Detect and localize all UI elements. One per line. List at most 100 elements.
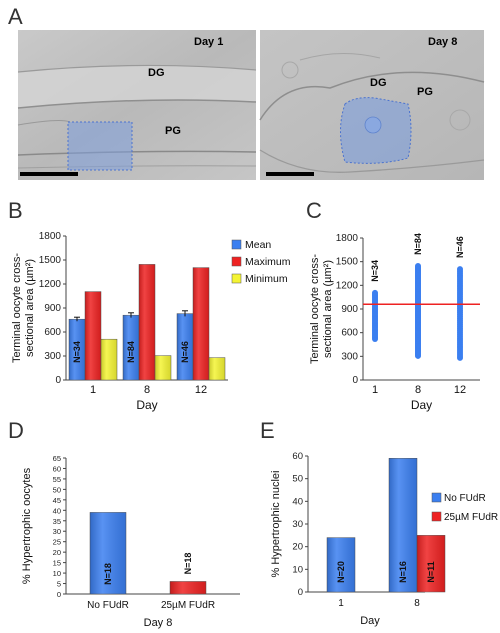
- bar-shade: [193, 267, 209, 380]
- bar-label: N=20: [336, 561, 346, 583]
- x-tick-label: 1: [372, 384, 378, 396]
- y-tick-label: 1200: [39, 279, 62, 290]
- chart-b: 0 300 600 900 1200 1500 1800 N=34 1 N=84 8 N=46 12 Da…: [11, 231, 291, 412]
- y-tick-label: 300: [44, 351, 61, 362]
- micrograph-day8: Day 8 DG PG: [259, 30, 485, 180]
- x-tick-label: No FUdR: [87, 600, 129, 611]
- bar-label: N=16: [398, 561, 408, 583]
- y-tick-label: 600: [44, 327, 61, 338]
- y-tick-label: 25: [53, 538, 61, 547]
- bar-label: N=34: [72, 341, 82, 363]
- panel-letter-d: D: [8, 418, 24, 443]
- bar-shade: [85, 291, 101, 380]
- y-tick-label: 1500: [39, 255, 62, 266]
- data-point: [372, 289, 378, 296]
- bar-shade: [389, 458, 417, 592]
- chart-c: 0 300 600 900 1200 1500 1800 1 N=34 8 N=84 12 N=46 Da…: [309, 233, 480, 412]
- bar-shade: [139, 264, 155, 380]
- y-tick-label: 900: [341, 304, 358, 315]
- x-axis-title: Day: [411, 398, 432, 412]
- bar-shade: [69, 319, 85, 380]
- y-tick-label: 45: [53, 496, 61, 505]
- x-tick-label: 1: [338, 598, 344, 609]
- y-tick-label: 15: [53, 559, 61, 568]
- y-axis-title: sectional area (µm²): [24, 259, 36, 357]
- y-tick-label: 20: [53, 548, 61, 557]
- bar-shade: [155, 355, 171, 380]
- micrograph-day1: Day 1 DG PG: [17, 30, 257, 180]
- bar-label: N=18: [183, 553, 193, 575]
- y-tick-label: 900: [44, 303, 61, 314]
- y-tick-label: 30: [53, 527, 61, 536]
- y-tick-label: 30: [292, 519, 303, 530]
- legend-label: Minimum: [245, 273, 288, 285]
- y-tick-label: 0: [298, 587, 303, 598]
- oocyte-outline-day1: [67, 121, 133, 171]
- dg-label: DG: [370, 77, 387, 89]
- data-point: [457, 266, 463, 273]
- panel-letter-b: B: [8, 198, 23, 223]
- bar-shade: [123, 315, 139, 380]
- y-tick-label: 40: [53, 506, 61, 515]
- y-axis-title: Terminal oocyte cross-: [309, 254, 321, 364]
- point-count-label: N=34: [370, 260, 380, 282]
- legend-label: Maximum: [245, 256, 291, 268]
- bar-shade: [417, 535, 445, 592]
- legend-label: Mean: [245, 239, 271, 251]
- y-axis-title: % Hypertrophic oocytes: [21, 467, 33, 584]
- y-tick-label: 40: [292, 496, 303, 507]
- bar-shade: [101, 339, 117, 380]
- legend-swatch: [431, 492, 442, 503]
- y-tick-label: 35: [53, 517, 61, 526]
- y-tick-label: 0: [57, 590, 61, 599]
- y-tick-label: 300: [341, 351, 358, 362]
- y-axis-title: % Hypertrophic nuclei: [270, 471, 282, 578]
- legend-label: 25µM FUdR: [444, 512, 498, 523]
- y-tick-label: 10: [292, 564, 303, 575]
- y-tick-label: 10: [53, 569, 61, 578]
- y-tick-label: 1200: [336, 280, 359, 291]
- nucleus: [364, 116, 382, 134]
- x-tick-label: 25µM FUdR: [161, 600, 215, 611]
- x-tick-label: 8: [415, 384, 421, 396]
- point-count-label: N=46: [455, 236, 465, 258]
- y-tick-label: 5: [57, 580, 61, 589]
- legend-swatch: [231, 256, 242, 267]
- legend-swatch: [231, 239, 242, 250]
- y-tick-label: 0: [55, 375, 61, 386]
- legend-swatch: [431, 511, 442, 522]
- y-tick-label: 50: [53, 485, 61, 494]
- scale-bar: [20, 172, 78, 176]
- point-count-label: N=84: [413, 233, 423, 255]
- y-tick-label: 0: [352, 375, 358, 386]
- x-tick-label: 12: [195, 384, 207, 396]
- pg-label: PG: [165, 125, 181, 137]
- bar-shade: [327, 537, 355, 592]
- bar-label: N=18: [103, 563, 113, 585]
- scale-bar: [266, 172, 314, 176]
- panel-letter-e: E: [260, 418, 275, 443]
- y-tick-label: 1800: [39, 231, 62, 242]
- bar-shade: [209, 357, 225, 380]
- chart-e: 0 10 20 30 40 50 60 N=20 N=16 N=11 1 8 Day % Hypertro…: [270, 451, 498, 627]
- y-tick-label: 1500: [336, 257, 359, 268]
- y-tick-label: 65: [53, 454, 61, 463]
- x-tick-label: 1: [90, 384, 96, 396]
- bar-shade: [170, 581, 206, 594]
- y-axis-title: sectional area (µm²): [322, 260, 334, 358]
- micrograph-day-label: Day 1: [194, 36, 223, 48]
- bar-shade: [90, 512, 126, 594]
- bar-label: N=46: [180, 341, 190, 363]
- x-axis-title: Day: [360, 615, 380, 627]
- bar-shade: [177, 313, 193, 380]
- legend-swatch: [231, 273, 242, 284]
- bar-label: N=11: [426, 561, 436, 582]
- x-tick-label: 12: [454, 384, 466, 396]
- x-tick-label: 8: [144, 384, 150, 396]
- y-axis-title: Terminal oocyte cross-: [11, 253, 23, 363]
- panel-letter-a: A: [8, 4, 23, 29]
- pg-label: PG: [417, 86, 433, 98]
- y-tick-label: 55: [53, 475, 61, 484]
- dg-label: DG: [148, 67, 165, 79]
